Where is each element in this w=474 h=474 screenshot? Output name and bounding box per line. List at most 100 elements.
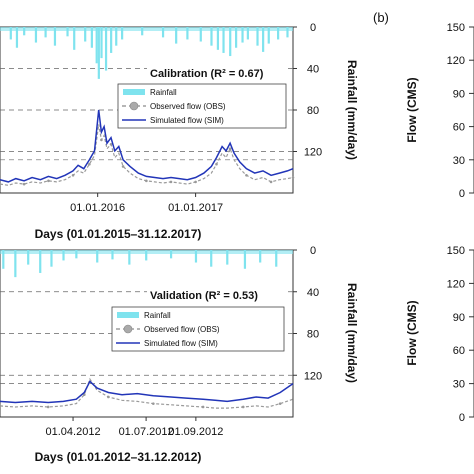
observed-flow-point [278,402,282,405]
observed-flow-point [291,176,295,179]
flow-tick-label: 150 [447,22,465,34]
rainfall-bar [226,250,229,265]
rainfall-bar [111,250,114,260]
calibration-legend: Rainfall Observed flow (OBS) Simulated f… [117,83,287,129]
rainfall-bar [210,27,213,46]
flow-tick-label: 60 [453,345,465,357]
calibration-series [0,109,295,186]
rainfall-tick-label: 120 [304,370,322,382]
flow-tick-label: 120 [447,55,465,67]
rainfall-bar [243,250,247,269]
flow-tick-label: 90 [453,88,465,100]
validation-legend-box [111,306,285,352]
x-tick-label: 01.04.2012 [46,426,101,438]
validation-rainfall-ticks: 0 40 80 120 [293,245,322,382]
x-tick-label: 01.07.2012 [119,426,174,438]
rainfall-tick-label: 80 [307,329,319,341]
calibration-title-box [147,65,285,80]
panel-b-bottom-flow-axis-title: Flow (CMS) [405,300,419,365]
rainfall-bar [2,250,5,269]
observed-flow-point [46,405,50,409]
rainfall-bar [115,27,118,46]
validation-title-box [147,287,285,302]
validation-legend-obs-marker [123,324,133,334]
panel-b-top-ticks: 0 30 60 90 120 150 [447,22,474,200]
validation-x-axis-title: Days (01.01.2012–31.12.2012) [35,450,202,464]
flow-tick-label: 60 [453,122,465,134]
validation-title: Validation (R² = 0.53) [150,290,258,302]
observed-flow-point [71,173,75,177]
observed-flow-line [0,377,294,409]
rainfall-bar [267,27,270,44]
validation-rainfall-axis-title: Rainfall (mm/day) [345,283,359,383]
flow-tick-label: 30 [453,155,465,167]
rainfall-bar [246,27,249,40]
observed-flow-point [0,404,2,408]
rainfall-bar [241,27,244,43]
rainfall-bar [259,250,262,263]
observed-flow-point [245,173,248,177]
rainfall-tick-label: 40 [307,287,319,299]
calibration-legend-rainfall-swatch [123,89,145,95]
x-tick-label: 01.09.2012 [168,426,223,438]
rainfall-bar [62,250,65,261]
rainfall-bar [23,27,26,36]
rainfall-bar [210,250,213,267]
observed-flow-point [169,180,173,184]
calibration-title: Calibration (R² = 0.67) [150,68,264,80]
validation-legend-observed: Observed flow (OBS) [144,325,220,334]
observed-flow-point [194,180,197,184]
x-tick-label: 01.01.2017 [168,202,223,214]
rainfall-bar [175,27,178,44]
flow-tick-label: 120 [447,278,465,290]
validation-rainfall-bars [0,250,293,278]
rainfall-bar [9,27,12,40]
rainfall-bar [53,27,57,46]
rainfall-bar [50,250,53,267]
rainfall-tick-label: 0 [310,245,316,257]
rainfall-bar [275,250,278,267]
rainfall-bar [169,250,173,259]
observed-flow-point [22,182,26,186]
observed-flow-line [0,124,294,186]
rainfall-bar [104,27,108,71]
rainfall-bar [27,250,30,265]
validation-legend: Rainfall Observed flow (OBS) Simulated f… [111,306,285,352]
simulated-flow-line [0,109,294,183]
observed-flow-point [201,405,205,409]
observed-flow-point [107,395,110,399]
validation-legend-rainfall: Rainfall [144,311,171,320]
observed-flow-point [121,165,125,168]
observed-flow-point [145,179,148,183]
calibration-x-axis-title: Days (01.01.2015–31.12.2017) [35,227,202,241]
rainfall-bar [229,27,232,57]
calibration-legend-observed: Observed flow (OBS) [150,102,226,111]
observed-flow-point [88,162,91,166]
rainfall-bar [194,250,198,263]
rainfall-tick-label: 120 [304,147,322,159]
flow-tick-label: 0 [459,188,465,200]
calibration-legend-simulated: Simulated flow (SIM) [150,116,224,125]
rainfall-bar [277,27,280,40]
rainfall-bar [286,27,289,38]
rainfall-bar [199,27,202,42]
rainfall-bar [95,27,98,64]
panel-b-label: (b) [373,10,389,25]
observed-flow-point [228,147,232,151]
flow-tick-label: 90 [453,312,465,324]
flow-tick-label: 150 [447,245,465,257]
rainfall-bar [75,250,78,259]
calibration-rainfall-ticks: 0 40 80 120 [293,22,322,159]
observed-flow-point [241,405,245,409]
flow-tick-label: 30 [453,379,465,391]
calibration-legend-rainfall: Rainfall [150,88,177,97]
calibration-rainfall-bars [0,27,293,79]
rainfall-bar [90,27,93,48]
observed-flow-point [0,182,2,186]
rainfall-bar [39,250,42,273]
